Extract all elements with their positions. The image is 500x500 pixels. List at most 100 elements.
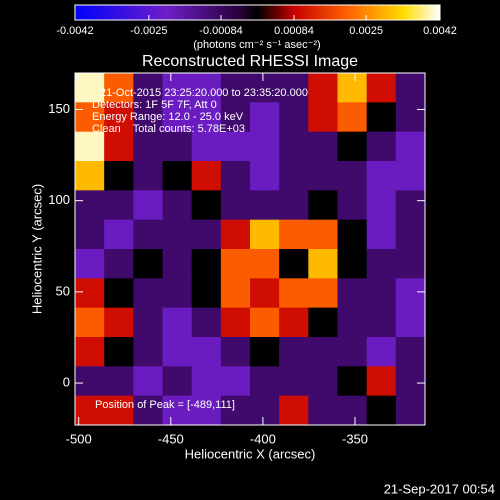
heatmap-cell: [75, 161, 105, 191]
heatmap-cell: [191, 337, 222, 367]
heatmap-cell: [133, 366, 163, 397]
heatmap-cell: [191, 190, 222, 221]
heatmap-cell: [308, 337, 338, 367]
heatmap-cell: [104, 131, 134, 162]
heatmap-cell: [337, 161, 368, 191]
heatmap-cell: [279, 278, 309, 309]
heatmap-cell: [220, 219, 251, 250]
heatmap-cell: [279, 190, 309, 221]
heatmap-cell: [250, 102, 280, 133]
heatmap-cell: [104, 307, 134, 338]
heatmap-cell: [162, 366, 193, 397]
colorbar-tick-label: 0.00084: [274, 25, 314, 37]
heatmap-cell: [308, 366, 338, 397]
heatmap-cell: [191, 219, 222, 250]
x-axis-label: Heliocentric X (arcsec): [185, 446, 316, 461]
heatmap-cell: [337, 278, 368, 309]
heatmap-cell: [366, 307, 397, 338]
heatmap-cell: [279, 131, 309, 162]
heatmap-cell: [133, 337, 163, 367]
heatmap-cell: [308, 73, 338, 103]
heatmap-cell: [162, 219, 193, 250]
heatmap-cell: [191, 307, 222, 338]
heatmap-cell: [337, 219, 368, 250]
heatmap-cell: [75, 190, 105, 221]
heatmap-cell: [220, 161, 251, 191]
heatmap-cell: [75, 249, 105, 279]
heatmap-cell: [104, 219, 134, 250]
heatmap-cell: [337, 366, 368, 397]
heatmap-cell: [279, 337, 309, 367]
heatmap-cell: [279, 249, 309, 279]
heatmap-cell: [395, 278, 426, 309]
peak-label: Position of Peak = [-489,111]: [95, 399, 235, 411]
heatmap-cell: [133, 249, 163, 279]
heatmap-cell: [366, 395, 397, 426]
heatmap-cell: [337, 190, 368, 221]
heatmap-cell: [395, 395, 426, 426]
heatmap-cell: [279, 307, 309, 338]
heatmap-cell: [75, 131, 105, 162]
heatmap-cell: [250, 278, 280, 309]
heatmap-cell: [395, 131, 426, 162]
colorbar-label: (photons cm⁻² s⁻¹ asec⁻²): [193, 39, 320, 51]
heatmap-cell: [104, 278, 134, 309]
heatmap-cell: [133, 278, 163, 309]
heatmap-cell: [75, 73, 105, 103]
heatmap-cell: [366, 219, 397, 250]
heatmap-cell: [191, 73, 222, 103]
heatmap-cell: [162, 337, 193, 367]
heatmap-cell: [133, 131, 163, 162]
heatmap-cell: [250, 307, 280, 338]
heatmap-cell: [250, 366, 280, 397]
x-tick-label: -400: [250, 431, 276, 446]
colorbar: [74, 4, 441, 21]
heatmap-cell: [279, 219, 309, 250]
heatmap-cell: [220, 366, 251, 397]
heatmap-cell: [366, 366, 397, 397]
heatmap-cell: [279, 161, 309, 191]
heatmap-cell: [220, 190, 251, 221]
heatmap-cell: [250, 249, 280, 279]
annotation: 21-Oct-2015 23:25:20.000 to 23:35:20.000: [100, 87, 308, 99]
heatmap-cell: [75, 307, 105, 338]
heatmap-cell: [75, 366, 105, 397]
heatmap-cell: [220, 249, 251, 279]
heatmap-cell: [308, 249, 338, 279]
colorbar-tick-label: 0.0042: [423, 25, 457, 37]
heatmap-cell: [395, 249, 426, 279]
heatmap-cell: [308, 131, 338, 162]
heatmap-cell: [250, 161, 280, 191]
chart-title: Reconstructed RHESSI Image: [142, 53, 358, 70]
heatmap-cell: [395, 161, 426, 191]
heatmap-cell: [337, 395, 368, 426]
heatmap-cell: [308, 395, 338, 426]
heatmap-cell: [104, 395, 134, 426]
y-tick-label: 0: [63, 374, 70, 389]
heatmap-cell: [250, 73, 280, 103]
colorbar-tick-label: 0.0025: [349, 25, 383, 37]
heatmap-cell: [104, 249, 134, 279]
heatmap-cell: [162, 73, 193, 103]
colorbar-tick-label: -0.0025: [130, 25, 167, 37]
heatmap-cell: [250, 395, 280, 426]
heatmap-cell: [191, 102, 222, 133]
annotation: Energy Range: 12.0 - 25.0 keV: [92, 111, 244, 123]
heatmap-cell: [395, 307, 426, 338]
heatmap-cell: [366, 73, 397, 103]
y-tick-label: 50: [56, 283, 70, 298]
heatmap-cell: [220, 307, 251, 338]
footer: 21-Sep-2017 00:54: [384, 481, 495, 496]
heatmap-cell: [162, 307, 193, 338]
heatmap-cell: [279, 102, 309, 133]
heatmap-cell: [337, 102, 368, 133]
heatmap-cell: [220, 278, 251, 309]
heatmap-cell: [250, 219, 280, 250]
heatmap-cell: [279, 73, 309, 103]
heatmap-cell: [395, 190, 426, 221]
heatmap-cell: [191, 131, 222, 162]
heatmap-cell: [250, 131, 280, 162]
heatmap-cell: [75, 219, 105, 250]
heatmap-cell: [250, 337, 280, 367]
